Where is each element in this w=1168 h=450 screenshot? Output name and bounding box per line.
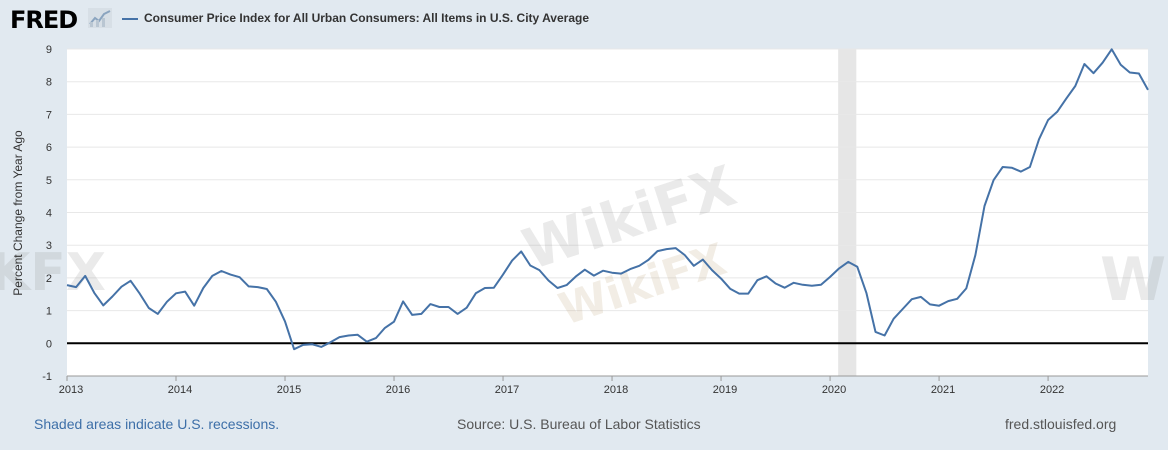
- legend-line-swatch: [122, 18, 138, 20]
- y-tick-label: 2: [46, 273, 52, 285]
- y-tick-label: 9: [46, 44, 52, 56]
- y-tick-label: -1: [42, 371, 52, 383]
- y-tick-label: 7: [46, 109, 52, 121]
- x-tick-label: 2015: [277, 384, 301, 396]
- site-link[interactable]: fred.stlouisfed.org: [1005, 416, 1117, 432]
- fred-logo[interactable]: FRED: [10, 6, 78, 34]
- recessions-note-link[interactable]: Shaded areas indicate U.S. recessions.: [34, 416, 280, 432]
- y-axis-label: Percent Change from Year Ago: [11, 130, 25, 296]
- x-tick-label: 2021: [931, 384, 955, 396]
- x-tick-label: 2019: [713, 384, 737, 396]
- x-tick-label: 2013: [59, 384, 83, 396]
- chart-header: FRED Consumer Price Index for All Urban …: [0, 0, 1168, 40]
- y-tick-label: 8: [46, 77, 52, 89]
- y-tick-label: 1: [46, 306, 52, 318]
- axis-layer: -1 0 1 2 3 4 5 6 7 8 9 2013 2014 2015 2016 2017 2018 2019…: [42, 44, 1148, 396]
- x-tick-label: 2016: [386, 384, 410, 396]
- watermark-text: W: [1100, 245, 1166, 315]
- series-line-cpi: [66, 48, 1149, 351]
- line-chart-icon: [88, 8, 112, 28]
- x-tick-label: 2014: [168, 384, 192, 396]
- x-tick-label: 2017: [495, 384, 519, 396]
- series-layer: [66, 48, 1149, 351]
- y-tick-label: 5: [46, 175, 52, 187]
- grid-layer: [67, 48, 1148, 377]
- watermark-text: KFX: [0, 243, 106, 303]
- x-tick-label: 2020: [822, 384, 846, 396]
- x-tick-label: 2022: [1040, 384, 1064, 396]
- y-tick-label: 3: [46, 240, 52, 252]
- source-text: Source: U.S. Bureau of Labor Statistics: [457, 416, 701, 432]
- y-tick-label: 6: [46, 142, 52, 154]
- y-tick-label: 0: [46, 338, 52, 350]
- y-tick-label: 4: [46, 208, 52, 220]
- legend-series-title: Consumer Price Index for All Urban Consu…: [144, 11, 589, 25]
- x-tick-label: 2018: [604, 384, 628, 396]
